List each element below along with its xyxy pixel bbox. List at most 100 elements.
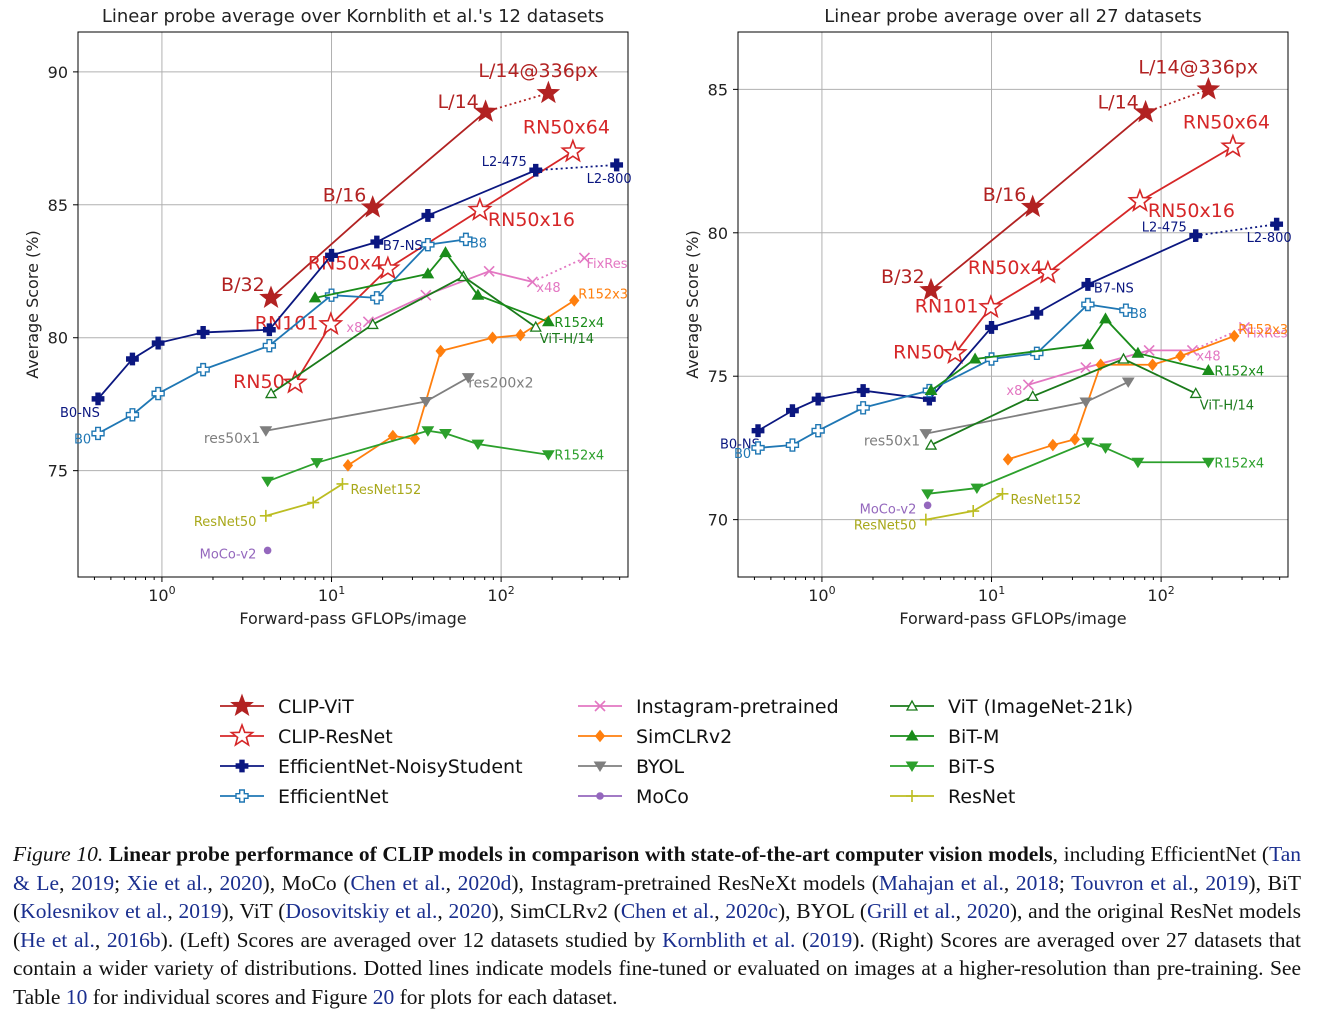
citation-link[interactable]: 2020 [448,899,492,923]
citation-link[interactable]: 2016b [106,927,161,952]
legend-marker [235,789,249,803]
data-point [942,340,968,365]
data-point [924,438,938,450]
data-point [375,255,401,280]
caption-text: ). (Left) Scores are averaged over 12 da… [160,927,663,952]
legend-entry-byol: BYOL [578,756,685,778]
data-point [786,404,799,418]
data-point [487,331,498,345]
caption-text: , [59,870,72,895]
citation-link[interactable]: 2020 [966,899,1010,923]
data-point [307,496,320,509]
series-line [930,317,1209,392]
citation-link[interactable]: Grill et al. [867,899,956,923]
citation-link[interactable]: 2019 [1205,870,1249,895]
data-label: L/14 [438,91,479,113]
data-point [919,513,932,526]
data-label: FixRes [586,257,627,272]
series-dotted-line [535,164,617,172]
figure-link[interactable]: 20 [372,984,395,1009]
citation-link[interactable]: He et al. [20,927,95,952]
legend-marker [905,729,919,741]
data-point [1202,363,1215,375]
citation-link[interactable]: Kolesnikov et al. [20,899,168,923]
y-tick-label: 75 [48,462,68,481]
legend-label: BiT-M [948,726,999,748]
legend-label: CLIP-ViT [278,696,354,718]
caption-text: ; [1058,870,1072,895]
citation-link[interactable]: 2020 [219,870,263,895]
caption-text: ), BiT ( [13,870,1302,924]
series-line [927,441,1209,495]
legend-entry-vit-imagenet-21k: ViT (ImageNet-21k) [890,696,1133,718]
y-tick-label: 80 [708,224,728,243]
series-resnet: ResNet50 ResNet152 [854,487,1081,534]
data-point [1133,99,1158,123]
data-point [529,320,542,332]
citation-link[interactable]: Mahajan et al. [878,870,1004,895]
citation-link[interactable]: Dosovitskiy et al. [285,899,438,923]
data-point [1026,389,1039,401]
citation-link[interactable]: 2019 [178,899,222,923]
data-point [1119,303,1133,317]
citation-link[interactable]: Tan & Le [13,842,1302,895]
citation-link[interactable]: Chen et al. [350,870,446,895]
data-point [459,232,473,247]
series-moco: MoCo-v2 [860,501,932,517]
data-point [360,195,385,218]
data-point [1035,259,1061,284]
x-tick-label: 100 [148,584,175,605]
citation-link[interactable]: 2018 [1015,870,1059,895]
series-dotted-line [1195,223,1277,237]
data-label: L2-475 [482,155,527,170]
citation-link[interactable]: 2020d [457,870,512,895]
data-point [1022,379,1034,391]
series-efficientnet: B0 B8 [734,297,1147,462]
legend-entry-efficientnet-noisystudent: EfficientNet-NoisyStudent [220,756,523,778]
data-point [919,429,933,440]
legend-marker [594,700,606,712]
data-point [919,277,943,301]
citation-link[interactable]: Touvron et al. [1071,870,1194,895]
data-point [1069,433,1080,446]
data-label: FixRes [1246,326,1287,341]
citation-link[interactable]: 2019 [71,870,115,895]
data-label: B8 [470,236,487,251]
legend-entry-efficientnet: EfficientNet [220,786,389,808]
legend-label: ViT (ImageNet-21k) [948,696,1133,718]
table-link[interactable]: 10 [65,984,88,1009]
legend-entry-instagram-pretrained: Instagram-pretrained [578,696,839,718]
data-point [1175,349,1186,363]
series-line [267,429,549,483]
data-label: R152x4 [1214,364,1264,379]
data-point [1196,76,1221,100]
data-point [984,352,999,366]
data-label: MoCo-v2 [200,547,257,562]
citation-link[interactable]: Chen et al. [620,899,715,923]
caption-text: ), Instagram-pretrained ResNeXt models ( [511,870,879,895]
data-point [1127,187,1153,212]
data-point [569,294,580,307]
series-bit-s: R152x4 [921,437,1264,500]
citation-link[interactable]: Kornblith et al. [662,927,796,952]
data-label: ResNet50 [194,515,257,530]
data-label: L2-800 [587,172,632,187]
data-point [751,424,765,438]
citation-link[interactable]: 2019 [809,927,853,952]
data-label: L2-800 [1247,231,1292,246]
legend-marker [905,761,919,772]
data-label: L/14 [1098,91,1139,113]
data-point [91,392,105,406]
data-point [856,384,870,397]
data-point [1201,457,1215,469]
data-label: R152x4 [1214,456,1264,471]
data-point [856,401,870,415]
data-point [370,291,384,305]
data-point [542,315,555,327]
data-point [467,196,493,221]
citation-link[interactable]: Xie et al. [126,870,208,895]
y-tick-label: 75 [708,367,728,386]
data-label: res50x1 [204,431,260,447]
citation-link[interactable]: 2020c [725,899,778,923]
data-point [610,158,624,172]
